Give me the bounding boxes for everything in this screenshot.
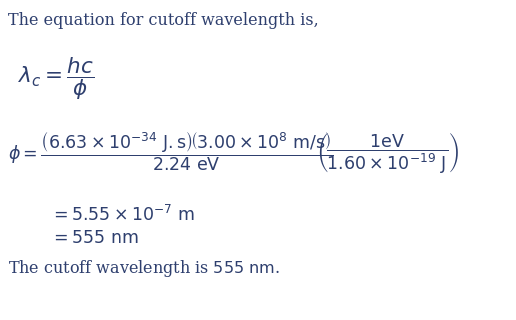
Text: $\phi = \dfrac{\left(6.63\times10^{-34}\ \mathrm{J.s}\right)\!\left(3.00\times10: $\phi = \dfrac{\left(6.63\times10^{-34}\… bbox=[8, 130, 333, 173]
Text: The cutoff wavelength is $555\ \mathrm{nm}$.: The cutoff wavelength is $555\ \mathrm{n… bbox=[8, 258, 280, 279]
Text: The equation for cutoff wavelength is,: The equation for cutoff wavelength is, bbox=[8, 12, 319, 29]
Text: $= 555\ \mathrm{nm}$: $= 555\ \mathrm{nm}$ bbox=[50, 230, 139, 247]
Text: $= 5.55\times10^{-7}\ \mathrm{m}$: $= 5.55\times10^{-7}\ \mathrm{m}$ bbox=[50, 205, 195, 225]
Text: $\!\left(\dfrac{1\mathrm{eV}}{1.60\times10^{-19}\ \mathrm{J}}\right)$: $\!\left(\dfrac{1\mathrm{eV}}{1.60\times… bbox=[318, 130, 459, 175]
Text: $\lambda_c = \dfrac{hc}{\phi}$: $\lambda_c = \dfrac{hc}{\phi}$ bbox=[18, 55, 94, 102]
